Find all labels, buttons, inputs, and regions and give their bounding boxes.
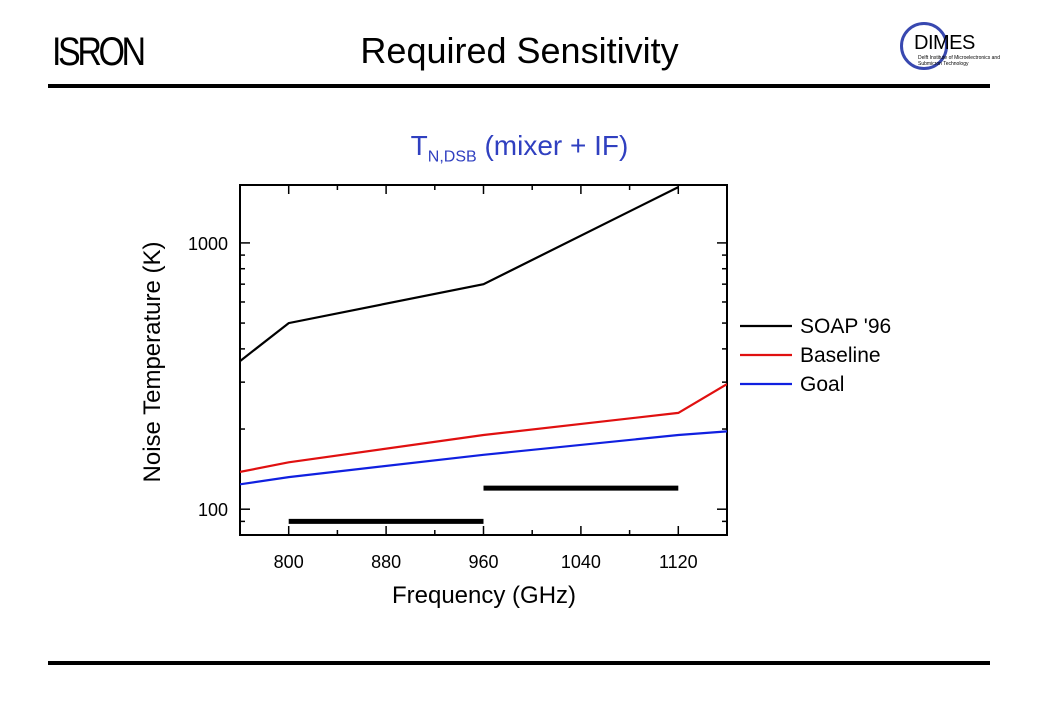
dimes-logo-subtitle: Delft Institute of Microelectronics and … (918, 55, 1000, 67)
subtitle-subscript: N,DSB (427, 148, 477, 166)
plot-frame (239, 184, 728, 536)
dimes-circle-icon (900, 22, 948, 70)
footer-rule (48, 661, 990, 665)
series-line-2 (240, 430, 727, 486)
y-tick-label: 1000 (188, 234, 228, 254)
header-rule (48, 84, 990, 88)
series-line-1 (240, 383, 727, 473)
x-tick-label: 1040 (561, 552, 601, 572)
isron-logo: ISRON (52, 30, 146, 74)
dimes-logo-text: DIMES (914, 32, 975, 54)
subtitle-main: T (410, 130, 428, 161)
subtitle-rest: (mixer + IF) (476, 130, 629, 161)
legend-label-0: SOAP '96 (800, 315, 891, 338)
legend-label-1: Baseline (800, 344, 881, 367)
page-title: Required Sensitivity (360, 30, 679, 71)
dimes-logo: DIMES Delft Institute of Microelectronic… (900, 22, 1010, 78)
x-axis-title: Frequency (GHz) (392, 582, 576, 609)
legend-label-2: Goal (800, 373, 844, 396)
chart-subtitle: TN,DSB (mixer + IF) (0, 130, 1039, 167)
x-tick-label: 800 (274, 552, 304, 572)
series-line-0 (240, 186, 679, 362)
x-tick-label: 880 (371, 552, 401, 572)
y-tick-label: 100 (198, 500, 228, 520)
y-axis-title: Noise Temperature (K) (139, 242, 166, 483)
x-tick-label: 960 (468, 552, 498, 572)
x-tick-label: 1120 (659, 552, 698, 572)
